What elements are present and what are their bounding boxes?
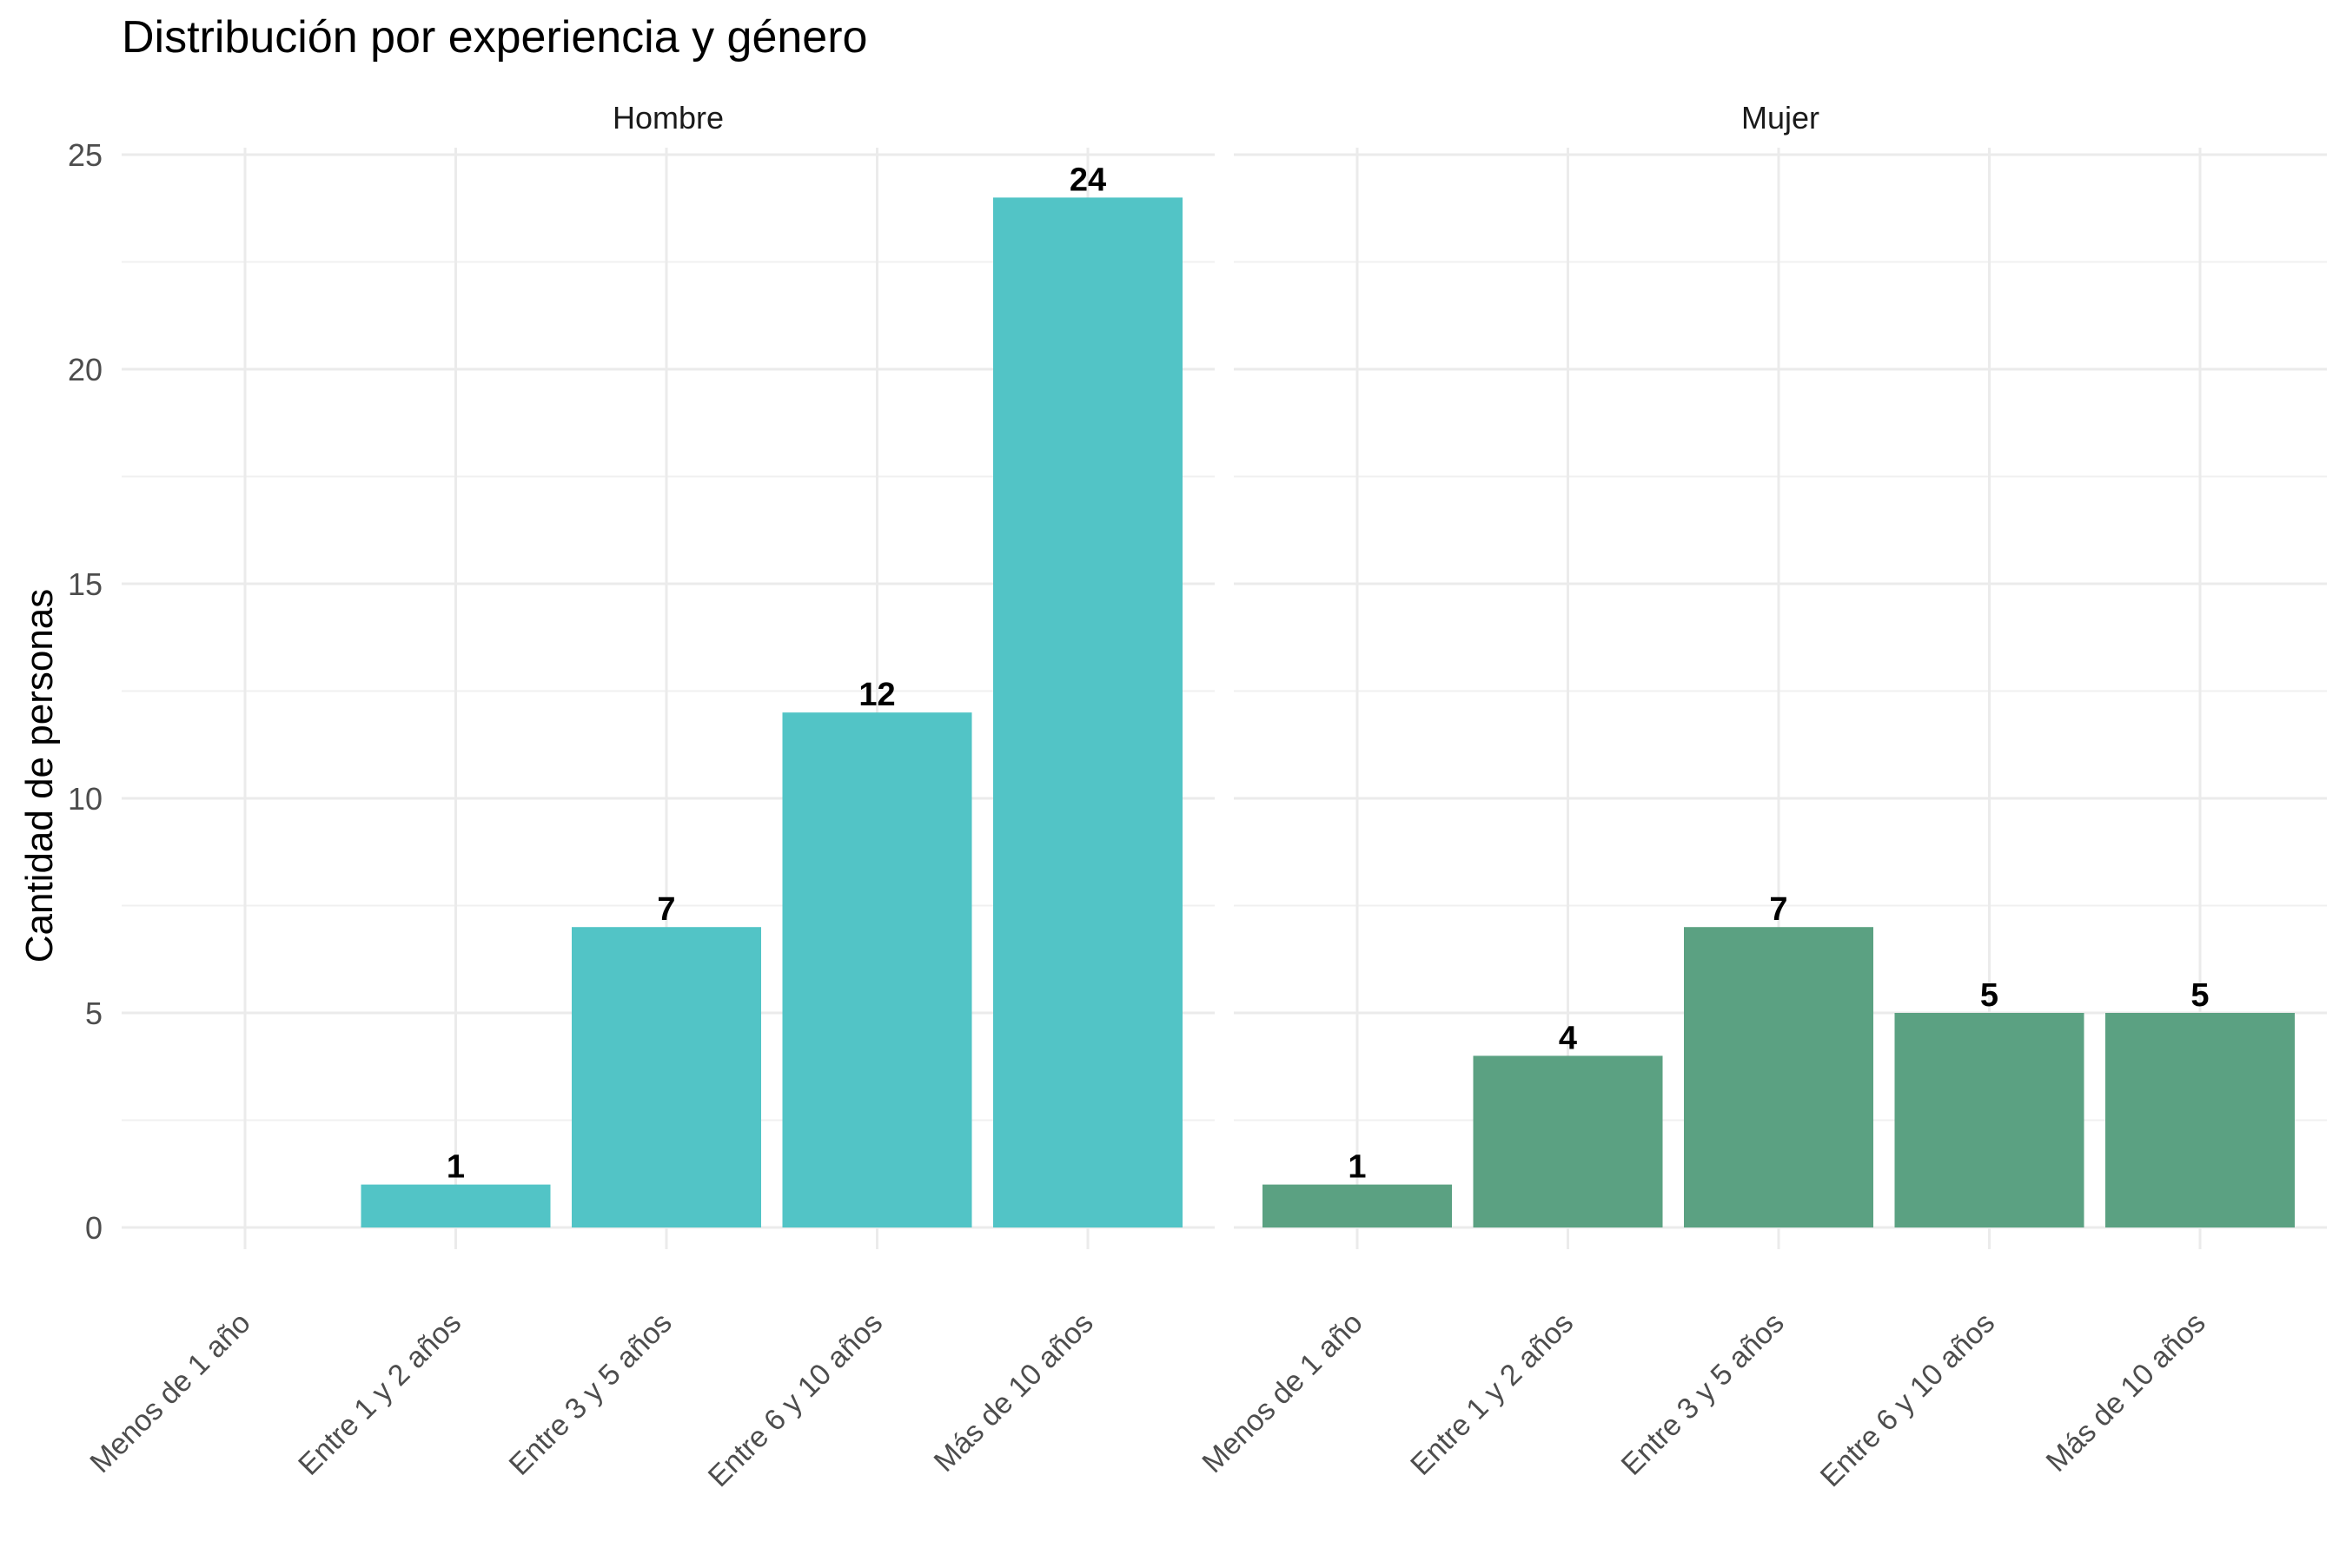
- x-tick-label: Menos de 1 año: [1196, 1307, 1368, 1479]
- bar: [572, 927, 761, 1227]
- bar-value-label: 4: [1559, 1020, 1577, 1056]
- bar-value-label: 24: [1070, 162, 1106, 198]
- panel-hombre: Hombre 1 7 12 24 Menos de 1 año Entre 1 y 2 añ…: [83, 100, 1215, 1493]
- x-tick-label: Menos de 1 año: [83, 1307, 256, 1479]
- bar-value-labels: 1 4 7 5 5: [1348, 891, 2209, 1185]
- y-tick-label: 20: [68, 352, 103, 387]
- bar-value-labels: 1 7 12 24: [447, 162, 1106, 1185]
- y-tick-label: 25: [68, 137, 103, 173]
- bar: [782, 712, 972, 1227]
- x-tick-label: Entre 6 y 10 años: [702, 1307, 889, 1493]
- bar: [1262, 1184, 1452, 1227]
- bar: [1473, 1055, 1663, 1227]
- bar: [361, 1184, 551, 1227]
- bars: [1262, 927, 2295, 1227]
- y-tick-label: 15: [68, 566, 103, 602]
- x-tick-label: Entre 3 y 5 años: [1615, 1307, 1791, 1482]
- bar-value-label: 1: [447, 1149, 465, 1186]
- x-tick-label: Más de 10 años: [2040, 1307, 2212, 1479]
- y-axis-label: Cantidad de personas: [18, 589, 61, 963]
- x-tick-label: Entre 6 y 10 años: [1814, 1307, 2001, 1493]
- bar: [1684, 927, 1873, 1227]
- facet-label: Hombre: [613, 100, 724, 136]
- panel-mujer: Mujer 1 4 7 5 5 Menos de 1 año Entre 1 y 2 años…: [1196, 100, 2327, 1493]
- x-tick-label: Entre 3 y 5 años: [503, 1307, 679, 1482]
- bar-value-label: 7: [1769, 891, 1787, 928]
- facet-label: Mujer: [1741, 100, 1819, 136]
- x-tick-label: Entre 1 y 2 años: [1404, 1307, 1580, 1482]
- x-tick-labels: Menos de 1 año Entre 1 y 2 años Entre 3 y …: [1196, 1307, 2211, 1493]
- x-tick-label: Entre 1 y 2 años: [292, 1307, 467, 1482]
- bar-value-label: 5: [2190, 977, 2209, 1014]
- bar-value-label: 5: [1980, 977, 1998, 1014]
- y-tick-label: 0: [85, 1210, 103, 1246]
- bar-value-label: 1: [1348, 1149, 1366, 1186]
- x-tick-labels: Menos de 1 año Entre 1 y 2 años Entre 3 y …: [83, 1307, 1099, 1493]
- bar: [2105, 1013, 2295, 1227]
- y-tick-label: 10: [68, 781, 103, 817]
- bars: [361, 197, 1183, 1227]
- bar-value-label: 7: [657, 891, 675, 928]
- x-tick-label: Más de 10 años: [928, 1307, 1100, 1479]
- bar: [993, 197, 1183, 1227]
- y-tick-label: 5: [85, 996, 103, 1031]
- bar: [1894, 1013, 2084, 1227]
- chart-title: Distribución por experiencia y género: [122, 12, 867, 63]
- y-tick-labels: 0 5 10 15 20 25: [68, 137, 103, 1246]
- bar-value-label: 12: [858, 677, 895, 713]
